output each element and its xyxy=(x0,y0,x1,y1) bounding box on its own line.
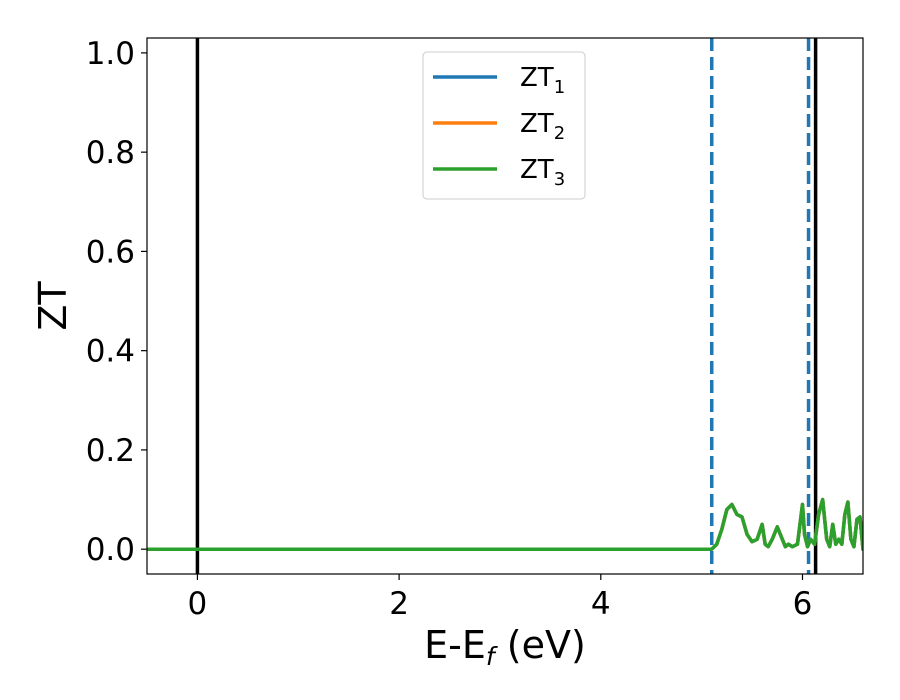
series-line-3 xyxy=(147,497,863,551)
legend-label-1: ZT1 xyxy=(520,63,565,98)
x-axis-ticks: 0 2 4 6 xyxy=(188,574,813,622)
legend-label-2: ZT2 xyxy=(520,109,565,144)
y-axis-label: ZT xyxy=(31,281,75,331)
plot-area-frame xyxy=(146,37,864,575)
y-tick-label: 0.8 xyxy=(86,135,135,171)
x-axis-label: E-Ef (eV) xyxy=(424,623,586,671)
vertical-reference-lines xyxy=(195,38,818,574)
y-tick-label: 0.0 xyxy=(86,532,135,568)
y-tick-label: 0.4 xyxy=(86,334,135,370)
y-tick-label: 0.6 xyxy=(86,234,135,270)
x-tick-label: 0 xyxy=(188,586,208,622)
y-tick-label: 0.2 xyxy=(86,433,135,469)
x-tick-label: 2 xyxy=(389,586,409,622)
x-tick-label: 4 xyxy=(591,586,611,622)
y-tick-label: 1.0 xyxy=(86,36,135,72)
x-tick-label: 6 xyxy=(793,586,813,622)
legend-box xyxy=(422,51,586,200)
y-axis-ticks: 0.0 0.2 0.4 0.6 0.8 1.0 xyxy=(86,36,147,568)
legend-label-3: ZT3 xyxy=(520,155,565,190)
series-lines xyxy=(147,497,863,551)
legend: ZT1 ZT2 ZT3 xyxy=(422,51,586,200)
